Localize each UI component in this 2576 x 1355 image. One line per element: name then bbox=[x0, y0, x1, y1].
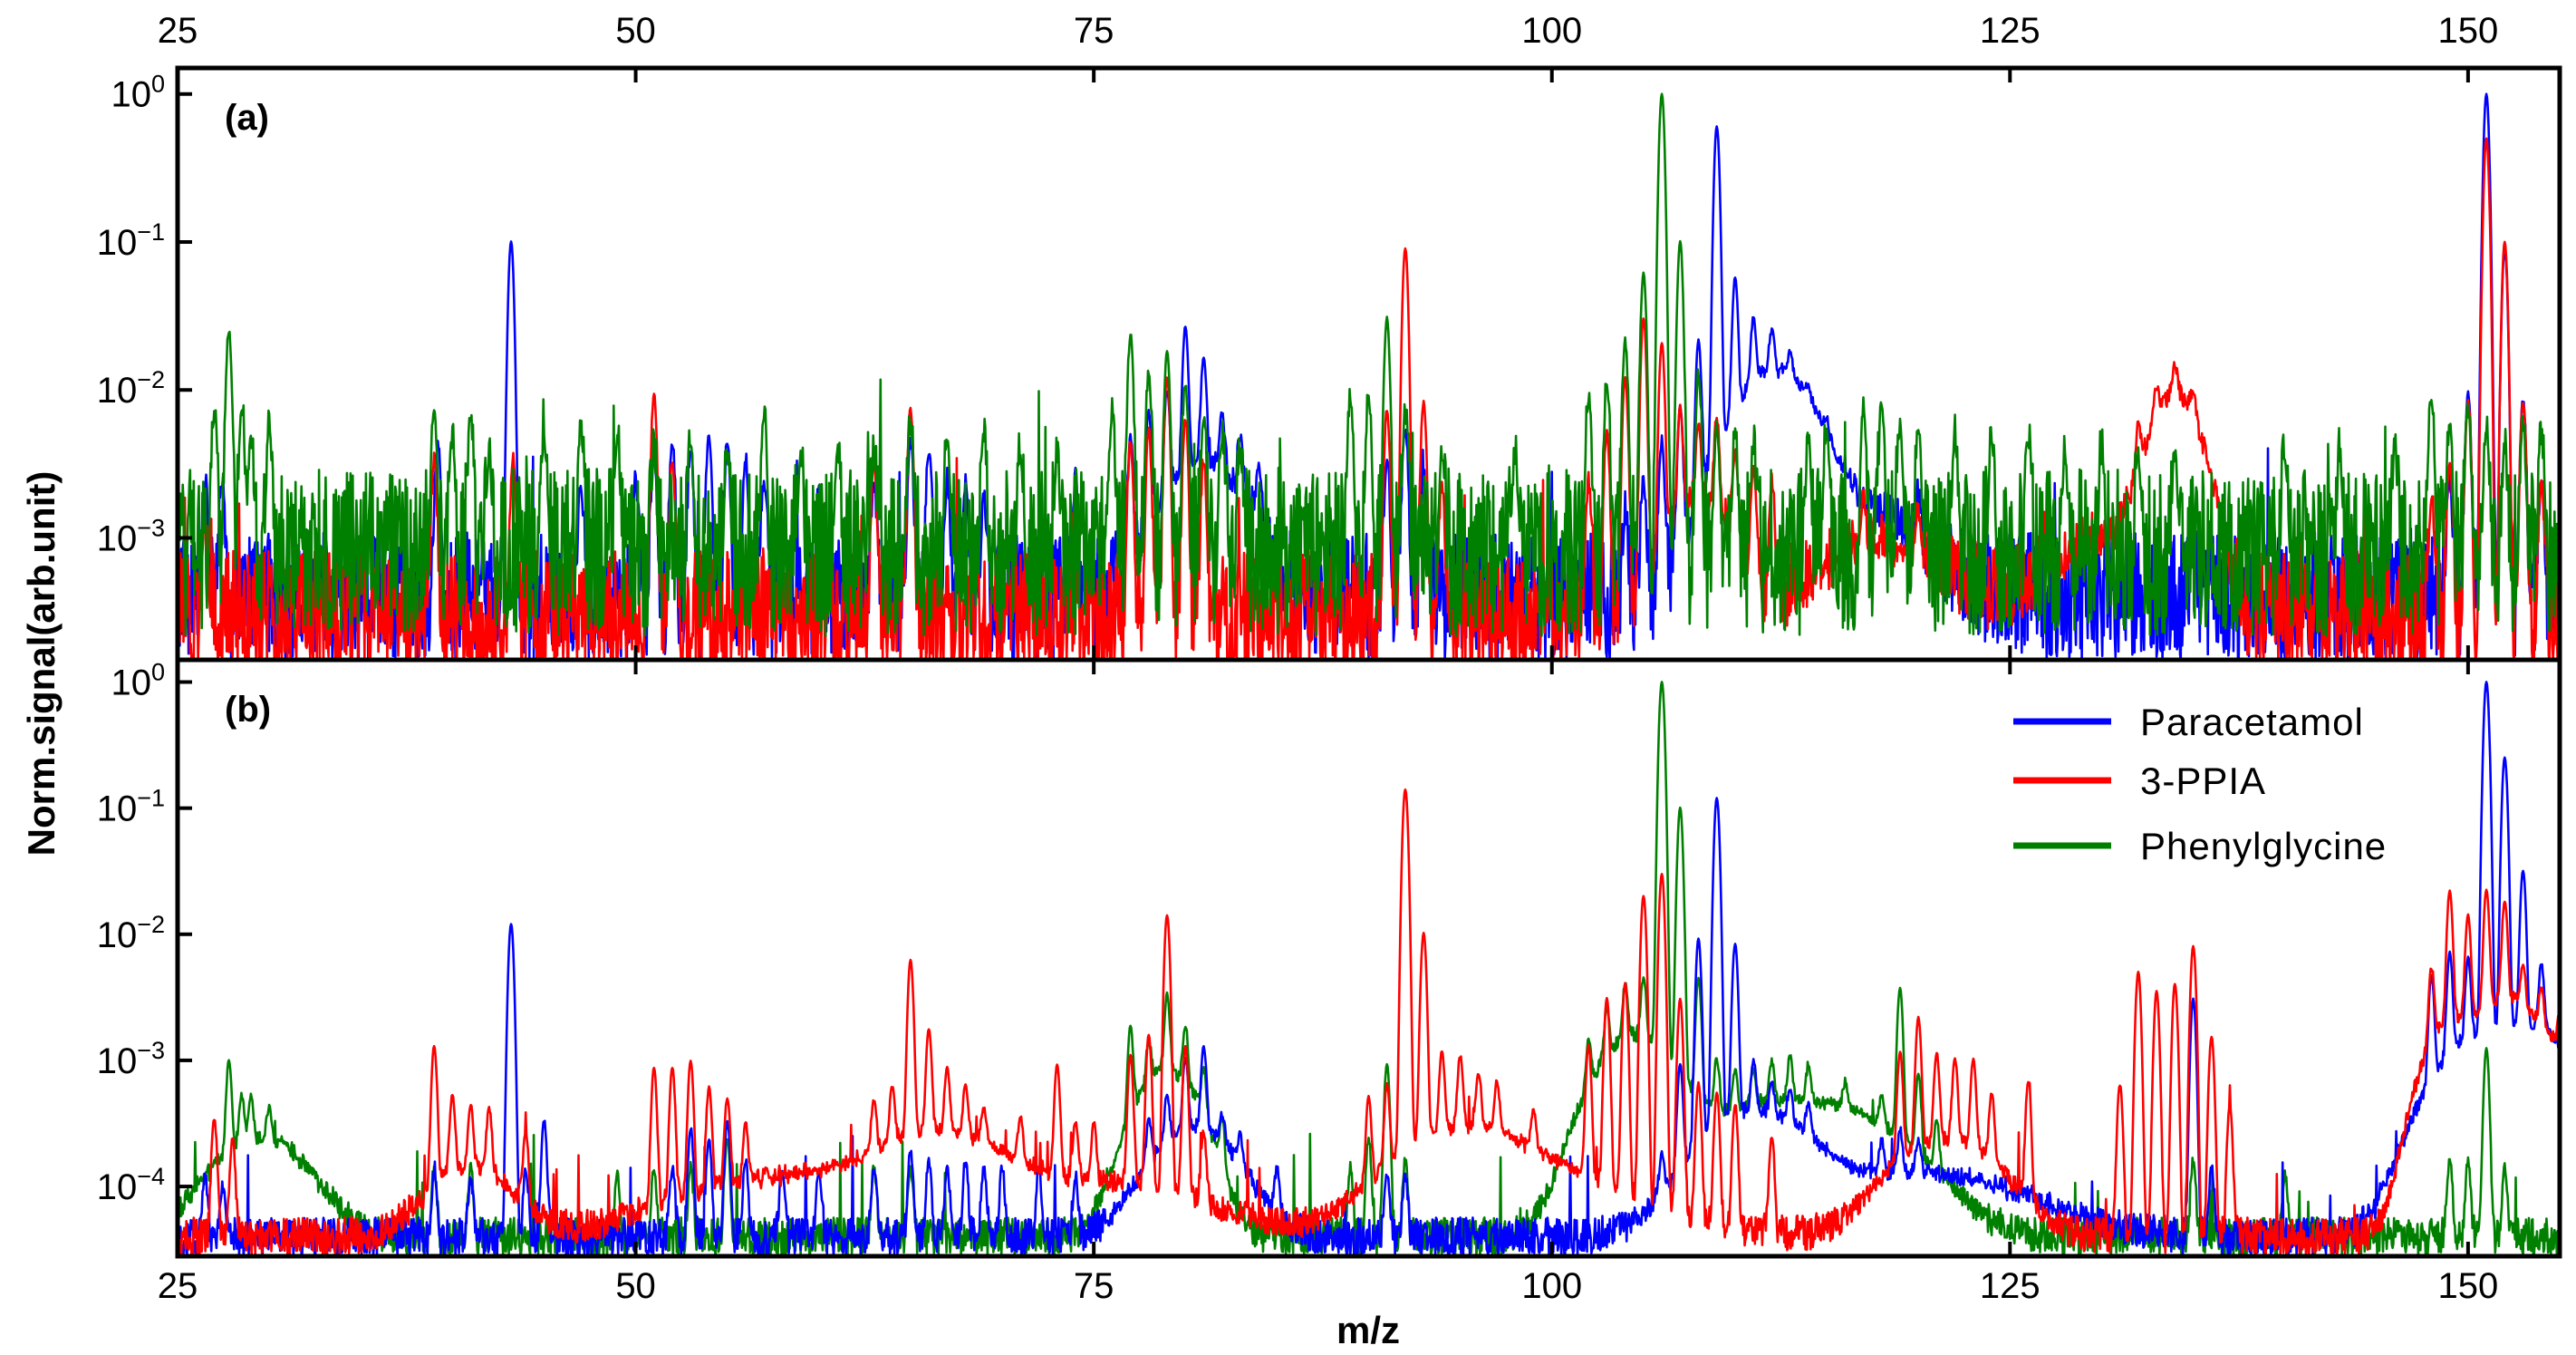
legend-label-phenylglycine: Phenylglycine bbox=[2140, 825, 2387, 867]
panel-b-frame bbox=[175, 657, 2562, 1259]
y-tick-label: 10−3 bbox=[97, 514, 165, 558]
y-tick-label: 10−4 bbox=[97, 1163, 165, 1207]
y-tick-label: 10−3 bbox=[97, 1037, 165, 1081]
series-line-3-ppia-b bbox=[178, 788, 2560, 1256]
x-tick-label-top: 150 bbox=[2438, 11, 2499, 51]
y-axis-title: Norm.signal(arb.unit) bbox=[20, 471, 63, 857]
legend: Paracetamol 3-PPIA Phenylglycine bbox=[2013, 701, 2387, 867]
legend-label-paracetamol: Paracetamol bbox=[2140, 701, 2364, 743]
y-tick-label: 10−1 bbox=[97, 785, 165, 829]
series-line-paracetamol-b bbox=[178, 681, 2560, 1256]
x-tick-label: 125 bbox=[1980, 1266, 2041, 1306]
x-tick-label-top: 25 bbox=[158, 11, 198, 51]
x-tick-label: 75 bbox=[1074, 1266, 1114, 1306]
y-tick-label: 100 bbox=[111, 659, 165, 703]
panel-label: (a) bbox=[225, 98, 269, 138]
x-tick-label-top: 125 bbox=[1980, 11, 2041, 51]
y-tick-label: 100 bbox=[111, 71, 165, 115]
x-tick-label: 25 bbox=[158, 1266, 198, 1306]
x-tick-label-top: 50 bbox=[615, 11, 656, 51]
panel-b-plot bbox=[178, 681, 2560, 1256]
legend-label-3-ppia: 3-PPIA bbox=[2140, 760, 2266, 802]
y-tick-label: 10−1 bbox=[97, 218, 165, 263]
x-axis-title: m/z bbox=[1336, 1309, 1400, 1351]
series-layer bbox=[178, 92, 2560, 1256]
x-tick-label-top: 100 bbox=[1521, 11, 1582, 51]
x-tick-label: 100 bbox=[1521, 1266, 1582, 1306]
panel-a-plot bbox=[178, 92, 2560, 660]
x-tick-label: 150 bbox=[2438, 1266, 2499, 1306]
series-line-phenylglycine-b bbox=[178, 681, 2560, 1256]
panel-label: (b) bbox=[225, 690, 271, 730]
x-tick-label: 50 bbox=[615, 1266, 656, 1306]
x-tick-label-top: 75 bbox=[1074, 11, 1114, 51]
y-tick-label: 10−2 bbox=[97, 911, 165, 955]
frame-layer bbox=[175, 65, 2562, 1259]
text-layer: 100 10−1 10−2 10−3 (a) 100 10−1 10−2 10−3 10−4 (b)… bbox=[20, 11, 2498, 1351]
y-tick-label: 10−2 bbox=[97, 366, 165, 411]
series-line-phenylglycine-a bbox=[178, 92, 2560, 637]
